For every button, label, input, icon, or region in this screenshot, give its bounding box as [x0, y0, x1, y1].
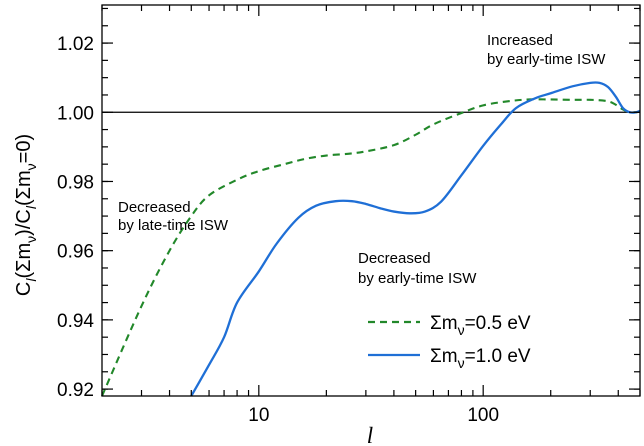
annotation-increased-early: Increased by early-time ISW	[487, 32, 606, 68]
series-line-1	[190, 81, 641, 397]
legend: Σmν=0.5 eV Σmν=1.0 eV	[368, 313, 531, 371]
y-tick-label: 1.02	[57, 34, 94, 55]
annotation-increased-line2: by early-time ISW	[487, 51, 606, 68]
annotation-decreased-late: Decreased by late-time ISW	[118, 199, 229, 234]
x-tick-label: 10	[248, 405, 269, 426]
annotation-decreased-early: Decreased by early-time ISW	[358, 250, 477, 287]
axis-ticks	[101, 5, 641, 396]
x-tick-label: 100	[467, 405, 499, 426]
plot-frame	[101, 4, 641, 397]
y-tick-label: 1.00	[57, 103, 94, 124]
tick-labels: 0.92 0.94 0.96 0.98 1.00 1.02 10 100	[57, 34, 499, 426]
annotation-increased-line1: Increased	[487, 32, 553, 49]
legend-label-1.0ev: Σmν=1.0 eV	[430, 346, 531, 371]
y-tick-label: 0.92	[57, 380, 94, 401]
y-tick-label: 0.96	[57, 242, 94, 263]
series-layer	[101, 81, 641, 397]
y-tick-label: 0.94	[57, 311, 94, 332]
y-axis-label: Cl(Σmν)/Cl(Σmν=0)	[13, 134, 39, 296]
series-line-0	[101, 98, 641, 397]
annotation-late-line1: Decreased	[118, 199, 191, 216]
legend-label-0.5ev: Σmν=0.5 eV	[430, 313, 531, 338]
annotation-early-line2: by early-time ISW	[358, 270, 477, 287]
annotation-early-line1: Decreased	[358, 250, 431, 267]
y-tick-label: 0.98	[57, 172, 94, 193]
annotation-late-line2: by late-time ISW	[118, 217, 229, 234]
x-axis-label: l	[367, 423, 373, 446]
